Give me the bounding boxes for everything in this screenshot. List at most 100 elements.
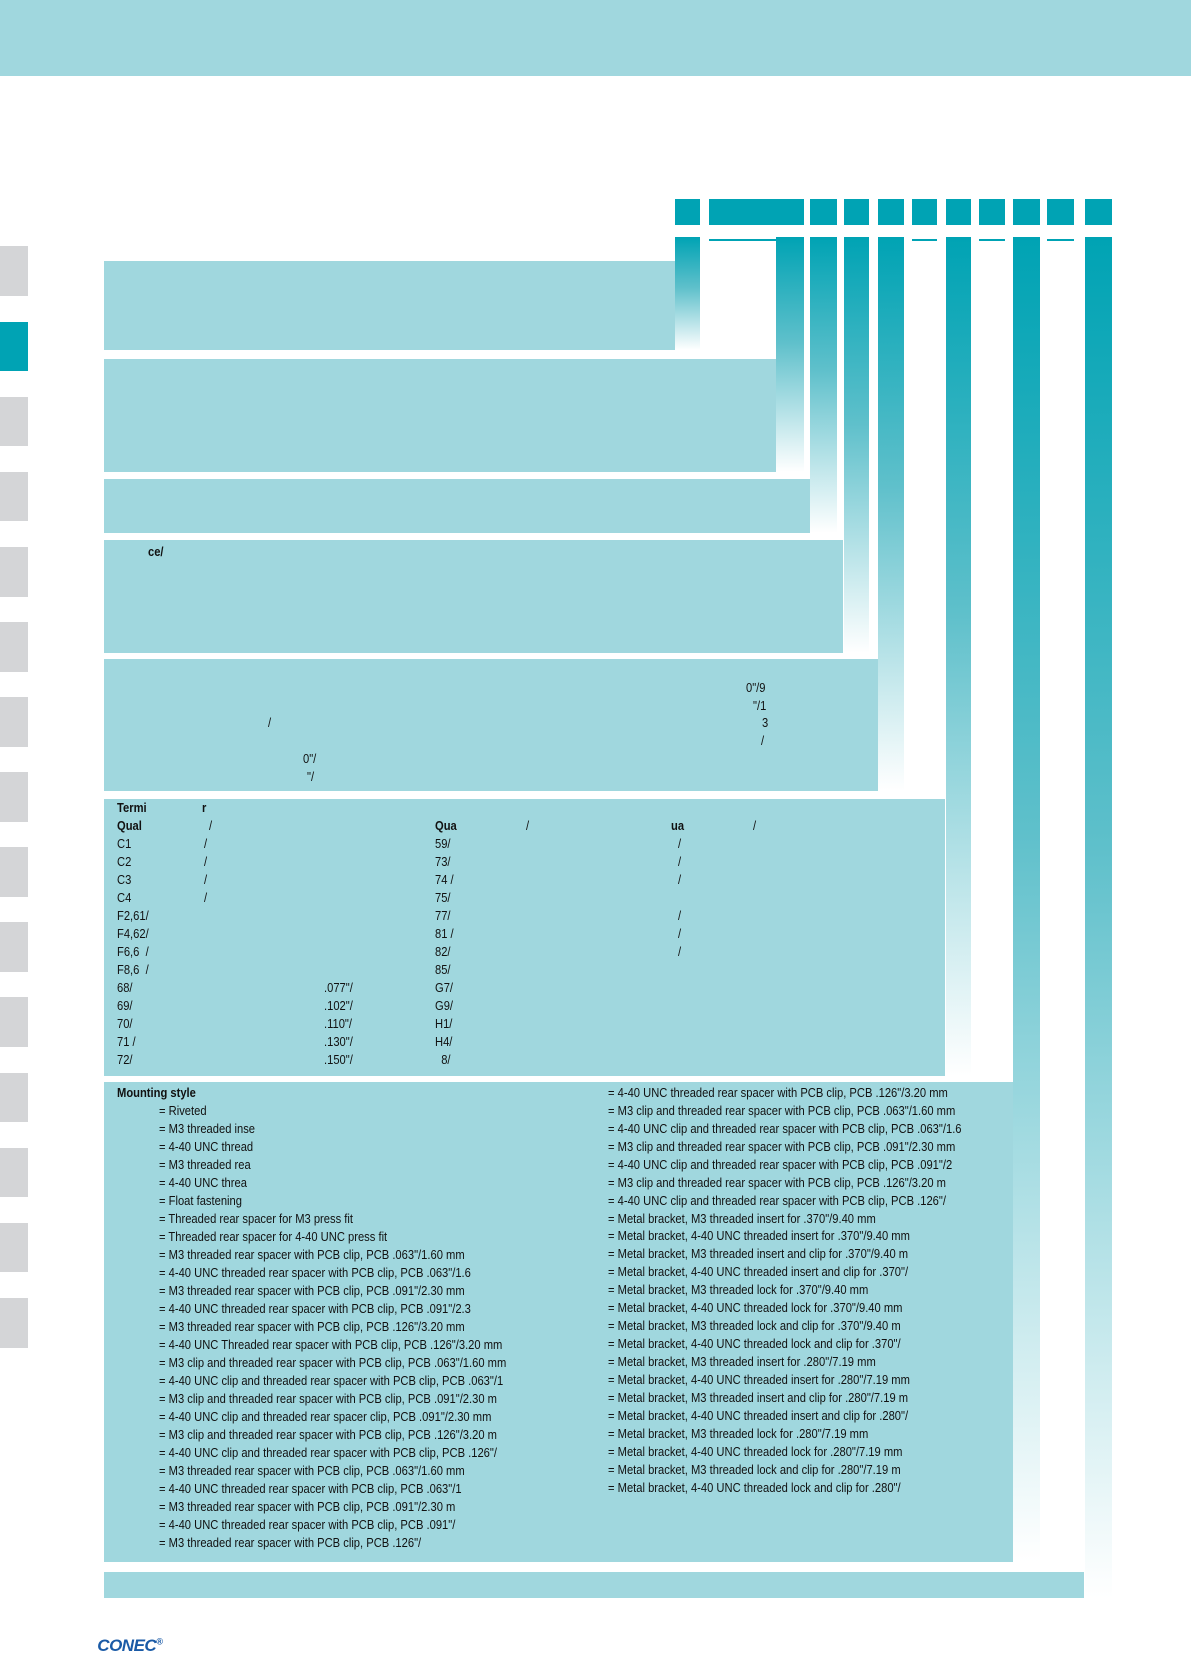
option-item: = 4-40 UNC threaded rear spacer with PCB… xyxy=(158,1481,462,1497)
column-header xyxy=(844,198,870,226)
option-item: = Metal bracket, M3 threaded lock for .2… xyxy=(608,1426,869,1442)
table-cell: .150"/ xyxy=(323,1051,353,1067)
table-cell: 71 / xyxy=(117,1033,137,1049)
column-bar xyxy=(1013,236,1040,1563)
side-tab xyxy=(0,1297,28,1348)
option-item: = 4-40 UNC Threaded rear spacer with PCB… xyxy=(158,1336,503,1352)
table-cell: 70/ xyxy=(117,1015,133,1031)
table-cell: F6,6 / xyxy=(117,943,150,959)
panel-text: 0"/9 xyxy=(745,679,766,695)
table-header: Qual xyxy=(117,818,143,834)
option-item: = Metal bracket, M3 threaded lock for .3… xyxy=(608,1282,869,1298)
table-cell: .077"/ xyxy=(323,979,353,995)
option-item: = M3 clip and threaded rear spacer with … xyxy=(158,1427,497,1443)
side-tab xyxy=(0,697,28,747)
section-title: Mounting style xyxy=(117,1084,197,1100)
side-tab xyxy=(0,246,28,297)
table-cell: .102"/ xyxy=(323,997,353,1013)
option-item: = 4-40 UNC clip and threaded rear spacer… xyxy=(608,1120,962,1136)
table-cell: 68/ xyxy=(117,979,133,995)
option-panel xyxy=(103,540,843,653)
column-header xyxy=(674,198,701,226)
table-header: ua xyxy=(670,818,684,834)
table-header: Qua xyxy=(434,818,457,834)
option-item: = Metal bracket, M3 threaded lock and cl… xyxy=(608,1318,901,1334)
option-item: = M3 clip and threaded rear spacer with … xyxy=(158,1390,497,1406)
column-bar xyxy=(674,236,701,351)
side-tab xyxy=(0,997,28,1048)
side-tab xyxy=(0,772,28,822)
column-rule xyxy=(1047,239,1074,241)
option-item: = 4-40 UNC threaded rear spacer with PCB… xyxy=(158,1517,455,1533)
option-panel xyxy=(103,798,945,1076)
table-cell: 73/ xyxy=(434,854,451,870)
side-tab xyxy=(0,922,28,973)
column-rule xyxy=(911,239,938,241)
option-item: = M3 threaded rear spacer with PCB clip,… xyxy=(158,1499,456,1515)
table-cell: 59/ xyxy=(434,836,451,852)
column-header xyxy=(1013,198,1040,226)
table-header: / xyxy=(753,818,757,834)
panel-text: ce/ xyxy=(148,544,164,560)
side-tab xyxy=(0,621,28,672)
side-tab xyxy=(0,396,28,447)
table-header: / xyxy=(209,818,213,834)
side-tab xyxy=(0,1222,28,1273)
table-cell: / xyxy=(678,872,682,888)
table-heading: Termi xyxy=(117,800,148,816)
table-cell: / xyxy=(204,890,208,905)
option-item: = Metal bracket, M3 threaded insert and … xyxy=(608,1246,909,1262)
logo-mark: ® xyxy=(156,1636,163,1647)
option-item: = 4-40 UNC threa xyxy=(158,1174,247,1190)
option-item: = Metal bracket, M3 threaded insert for … xyxy=(608,1354,876,1370)
column-bar xyxy=(1085,236,1112,1599)
option-item: = M3 threaded rear spacer with PCB clip,… xyxy=(158,1318,465,1334)
table-cell: F8,6 / xyxy=(117,961,150,977)
option-item: = 4-40 UNC thread xyxy=(158,1138,253,1154)
panel-text: 3 xyxy=(761,715,768,731)
option-panel xyxy=(103,658,878,792)
option-item: = 4-40 UNC threaded rear spacer with PCB… xyxy=(158,1300,471,1316)
table-cell: G7/ xyxy=(434,979,453,995)
option-item: = 4-40 UNC threaded rear spacer with PCB… xyxy=(158,1264,471,1280)
side-tab xyxy=(0,1072,28,1123)
option-item: = Threaded rear spacer for M3 press fit xyxy=(158,1210,353,1226)
option-item: = Metal bracket, 4-40 UNC threaded lock … xyxy=(608,1300,903,1316)
column-header xyxy=(810,198,837,226)
header-band xyxy=(0,0,1191,77)
table-cell: C3 xyxy=(117,872,132,888)
column-rule xyxy=(979,239,1005,241)
panel-text: "/ xyxy=(306,769,314,785)
table-cell: G9/ xyxy=(434,997,453,1013)
table-header: / xyxy=(525,818,529,834)
table-heading: r xyxy=(202,800,207,816)
option-item: = M3 clip and threaded rear spacer with … xyxy=(608,1174,947,1190)
option-item: = 4-40 UNC clip and threaded rear spacer… xyxy=(158,1372,503,1388)
column-header xyxy=(1047,198,1074,226)
column-bar xyxy=(844,236,870,653)
column-header xyxy=(1085,198,1112,226)
side-tab xyxy=(0,847,28,897)
side-tab xyxy=(0,546,28,597)
table-cell: 74 / xyxy=(434,872,454,888)
table-cell: 75/ xyxy=(434,890,451,905)
panel-text: "/1 xyxy=(753,697,767,713)
table-cell: H1/ xyxy=(434,1015,453,1031)
logo-text: CONEC xyxy=(97,1636,157,1656)
table-cell: C4 xyxy=(117,890,132,905)
table-cell: 72/ xyxy=(117,1051,133,1067)
side-tab xyxy=(0,471,28,522)
table-cell: C2 xyxy=(117,854,132,870)
option-item: = M3 threaded rear spacer with PCB clip,… xyxy=(158,1463,465,1479)
option-item: = 4-40 UNC clip and threaded rear spacer… xyxy=(608,1156,953,1172)
table-cell: / xyxy=(678,836,682,852)
column-bar xyxy=(776,236,804,472)
option-item: = M3 threaded rear spacer with PCB clip,… xyxy=(158,1282,465,1298)
column-bar xyxy=(877,236,905,792)
panel-text: / xyxy=(267,715,271,731)
option-item: = 4-40 UNC clip and threaded rear spacer… xyxy=(608,1192,947,1208)
table-cell: / xyxy=(204,872,208,888)
column-header xyxy=(911,198,938,226)
table-cell: 85/ xyxy=(434,961,451,977)
